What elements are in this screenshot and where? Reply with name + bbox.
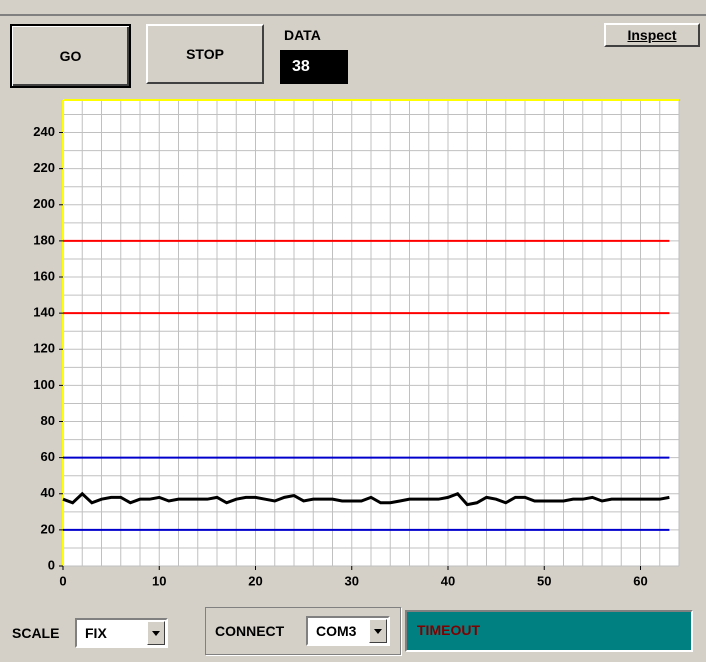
- scale-value: FIX: [85, 625, 107, 641]
- y-tick-label: 160: [33, 268, 55, 283]
- top-edge: [0, 14, 706, 16]
- x-tick-label: 30: [345, 573, 359, 588]
- x-tick-label: 0: [59, 573, 66, 588]
- y-tick-label: 140: [33, 305, 55, 320]
- inspect-button[interactable]: Inspect: [604, 23, 700, 47]
- status-panel: TIMEOUT: [405, 610, 693, 652]
- stop-button[interactable]: STOP: [146, 24, 264, 84]
- x-tick-label: 60: [633, 573, 647, 588]
- data-label: DATA: [284, 27, 321, 43]
- data-value: 38: [280, 50, 348, 84]
- y-tick-label: 120: [33, 341, 55, 356]
- data-line: [62, 491, 670, 507]
- y-tick-label: 200: [33, 196, 55, 211]
- scale-label: SCALE: [12, 625, 60, 641]
- x-tick-label: 20: [248, 573, 262, 588]
- x-tick-label: 50: [537, 573, 551, 588]
- x-tick-label: 10: [152, 573, 166, 588]
- connect-combo[interactable]: COM3: [306, 616, 390, 646]
- y-tick-label: 0: [48, 557, 55, 572]
- y-tick-label: 20: [41, 521, 55, 536]
- connect-group: [205, 607, 401, 655]
- scale-combo[interactable]: FIX: [75, 618, 168, 648]
- y-tick-label: 180: [33, 232, 55, 247]
- connect-label: CONNECT: [215, 623, 285, 639]
- connect-value: COM3: [316, 623, 357, 639]
- y-tick-label: 60: [41, 449, 55, 464]
- y-tick-label: 240: [33, 124, 55, 139]
- y-tick-label: 220: [33, 160, 55, 175]
- combo-arrow[interactable]: [369, 619, 387, 643]
- chart: 0 20 40 60 80 100 120 140 160 180 200 220 240 0 10 20 30…: [33, 99, 680, 588]
- combo-arrow[interactable]: [147, 621, 165, 645]
- y-tick-label: 100: [33, 377, 55, 392]
- y-tick-label: 40: [41, 485, 55, 500]
- x-tick-label: 40: [441, 573, 455, 588]
- y-tick-label: 80: [41, 413, 55, 428]
- go-button[interactable]: GO: [10, 24, 131, 88]
